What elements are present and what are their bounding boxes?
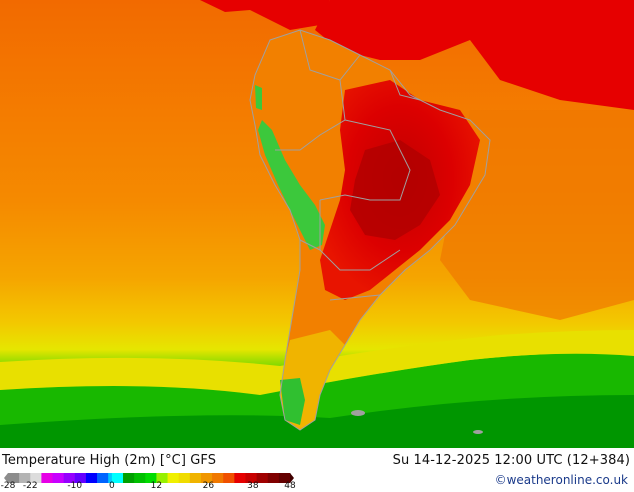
map-footer: Temperature High (2m) [°C] GFS Su 14-12-… xyxy=(0,448,634,492)
colorbar-tick-label: 38 xyxy=(247,481,259,491)
colorbar-segment xyxy=(30,473,42,483)
patagonia-green-area xyxy=(280,378,305,425)
colorbar-max-arrow xyxy=(290,473,294,483)
colorbar-segment xyxy=(52,473,65,483)
andes-cool-strip xyxy=(258,120,325,250)
colorbar-min-arrow xyxy=(4,473,8,483)
colorbar-segment xyxy=(200,473,213,483)
valid-time-label: Su 14-12-2025 12:00 UTC (12+384) xyxy=(392,453,630,468)
colorbar-segment xyxy=(156,473,168,483)
country-borders xyxy=(249,29,491,431)
map-canvas xyxy=(0,0,634,448)
colorbar-segment xyxy=(245,473,258,483)
central-america-landmass xyxy=(200,0,330,30)
colorbar-segment xyxy=(41,473,53,483)
colorbar-segment xyxy=(97,473,109,483)
colorbar-segment xyxy=(123,473,135,483)
hot-core-region xyxy=(350,140,440,240)
colorbar-segment xyxy=(178,473,191,483)
colorbar-segment xyxy=(189,473,202,483)
south-georgia-island xyxy=(473,430,483,434)
colorbar-segment xyxy=(267,473,280,483)
temperature-map xyxy=(0,0,634,448)
colorbar-segment xyxy=(256,473,269,483)
colorbar-segment xyxy=(223,473,235,483)
colorbar-segment xyxy=(145,473,157,483)
colorbar-tick-labels: -28 -22 -10 0 12 26 38 48 xyxy=(0,481,304,492)
colorbar-segment xyxy=(8,473,20,483)
map-title: Temperature High (2m) [°C] GFS xyxy=(2,453,217,468)
colorbar-segment xyxy=(167,473,180,483)
colorbar-segment xyxy=(19,473,31,483)
colorbar-segment xyxy=(234,473,246,483)
atlantic-warm-band xyxy=(430,0,634,110)
colorbar-segment xyxy=(278,473,291,483)
colorbar-tick-label: -22 xyxy=(22,481,38,491)
atlantic-orange-band xyxy=(440,110,634,320)
colorbar-segment xyxy=(108,473,113,483)
caribbean-red-area xyxy=(315,0,470,60)
colorbar-segment xyxy=(212,473,224,483)
andes-cool-strip-north xyxy=(255,85,262,110)
colorbar-segment xyxy=(134,473,146,483)
colorbar-tick-label: -10 xyxy=(67,481,83,491)
colorbar-segment xyxy=(74,473,87,483)
temperature-colorbar xyxy=(4,473,294,483)
southern-ocean-dark-green xyxy=(0,395,634,448)
colorbar-tick-label: 12 xyxy=(150,481,163,491)
colorbar-tick-label: 0 xyxy=(109,481,115,491)
colorbar-tick-label: 48 xyxy=(284,481,296,491)
colorbar-tick-label: 26 xyxy=(202,481,215,491)
falkland-islands xyxy=(351,410,365,416)
credit-link[interactable]: ©weatheronline.co.uk xyxy=(494,473,628,487)
colorbar-segment xyxy=(111,473,124,483)
colorbar-tick-label: -28 xyxy=(0,481,16,491)
colorbar-segment xyxy=(85,473,98,483)
colorbar-segment xyxy=(63,473,76,483)
